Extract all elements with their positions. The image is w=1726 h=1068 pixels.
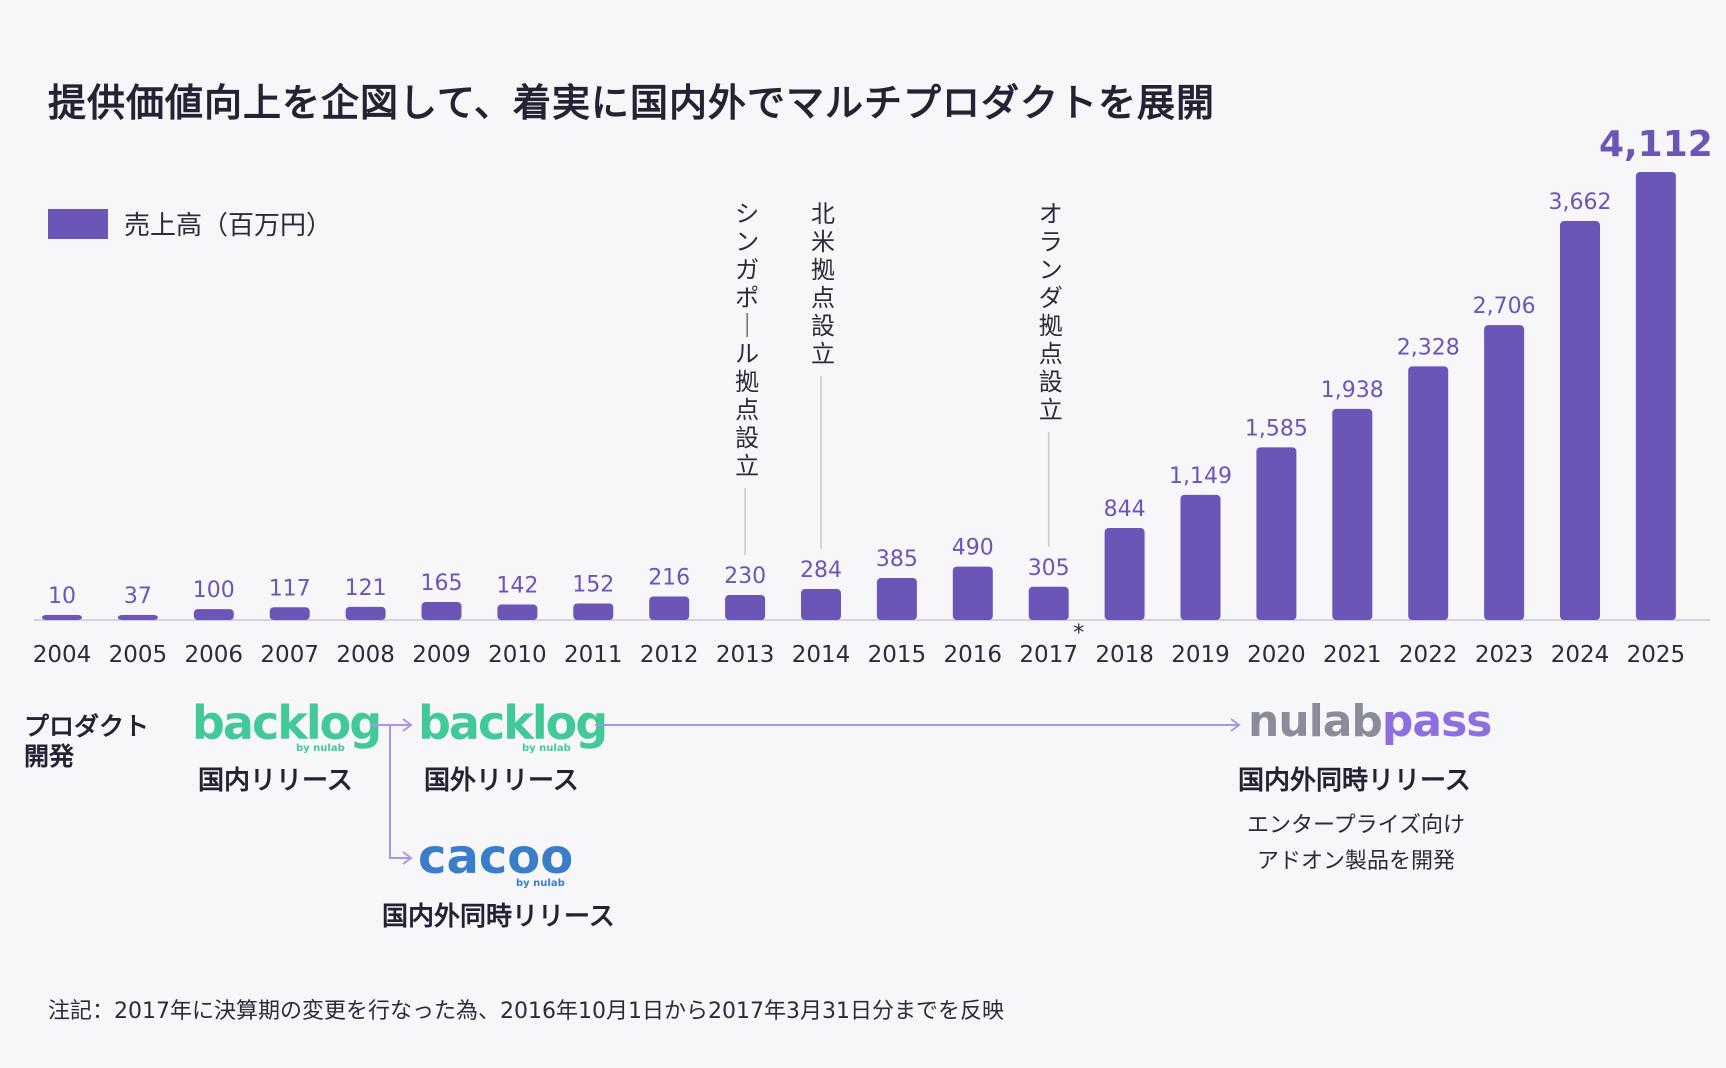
tick-label-2012: 2012 [640,642,699,668]
tick-label-2019: 2019 [1171,642,1230,668]
value-label-2024: 3,662 [1549,190,1612,215]
tick-label-2024: 2024 [1551,642,1610,668]
legend-swatch [48,208,108,239]
tick-label-2008: 2008 [336,642,395,668]
bar-2014 [801,589,841,620]
tick-label-2018: 2018 [1095,642,1154,668]
bar-2018 [1104,528,1145,620]
footnote: 注記：2017年に決算期の変更を行なった為、2016年10月1日から2017年3… [48,999,1004,1024]
tick-label-2014: 2014 [792,642,851,668]
arrowhead-cacoo [402,851,413,865]
tick-label-2023: 2023 [1475,642,1534,668]
bar-2013 [725,594,766,620]
value-label-2025: 4,112 [1599,124,1713,165]
tick-label-2006: 2006 [185,642,244,668]
value-label-2005: 37 [124,584,152,609]
cacoo-label: 国内外同時リリース [382,902,615,932]
value-label-2010: 142 [496,574,538,599]
arrowhead-nulabpass [1230,718,1241,732]
tick-label-2010: 2010 [488,642,547,668]
tick-label-2017: 2017 [1019,642,1078,668]
nulabpass-logo-part2: pass [1381,696,1493,747]
value-label-2006: 100 [193,578,235,603]
value-label-2008: 121 [345,576,387,601]
backlog-logo-domestic: backlog [192,696,382,750]
annotation-2013: シンガポ｜ル拠点設立 [735,200,759,480]
nulabpass-note: エンタープライズ向け アドオン製品を開発 [1226,808,1486,880]
page-title: 提供価値向上を企図して、着実に国内外でマルチプロダクトを展開 [48,81,1215,125]
value-label-2004: 10 [48,584,76,609]
bar-2010 [497,604,538,620]
value-label-2013: 230 [724,564,766,589]
tick-label-2011: 2011 [564,642,623,668]
bar-2009 [421,602,462,620]
bar-2025 [1635,172,1676,620]
nulabpass-logo: nulabpass [1248,700,1492,744]
legend: 売上高（百万円） [48,205,332,242]
nulabpass-logo-part1: nulab [1248,696,1383,747]
value-label-2021: 1,938 [1321,378,1384,403]
tick-label-2007: 2007 [260,642,319,668]
bar-2022 [1408,366,1449,620]
bar-2005 [117,615,158,620]
value-label-2007: 117 [269,576,311,601]
value-label-2015: 385 [876,547,918,572]
value-label-2014: 284 [800,558,842,583]
product-dev-heading: プロダクト開発 [24,712,154,772]
value-label-2020: 1,585 [1245,416,1308,441]
backlog-logo-overseas: backlog [418,696,608,750]
revenue-bar-chart: 10 2004 37 2005 100 2006 117 2007 121 2008 165 2009… [33,124,1713,668]
bar-2020 [1256,447,1297,620]
value-label-2016: 490 [952,536,994,561]
backlog-byline-domestic: by nulab [296,743,345,754]
bar-2011 [573,603,614,620]
backlog-overseas-label: 国外リリース [424,766,579,796]
annotation-2014: 北米拠点設立 [811,200,835,368]
bar-2023 [1484,325,1525,620]
bar-2017 [1028,586,1069,620]
value-label-2018: 844 [1104,497,1146,522]
asterisk-2017: * [1073,621,1084,646]
tick-label-2004: 2004 [33,642,92,668]
value-label-2012: 216 [648,565,690,590]
value-label-2009: 165 [421,571,463,596]
bar-2024 [1560,221,1600,621]
tick-label-2009: 2009 [412,642,471,668]
annotation-2017: オランダ拠点設立 [1039,200,1063,424]
tick-label-2025: 2025 [1627,642,1686,668]
tick-label-2016: 2016 [944,642,1003,668]
nulabpass-label: 国内外同時リリース [1238,766,1471,796]
bar-2004 [42,615,82,620]
tick-label-2013: 2013 [716,642,775,668]
arrowhead-overseas [402,718,413,732]
bar-2007 [269,607,310,620]
backlog-domestic-label: 国内リリース [198,766,353,796]
cacoo-logo: cacoo [418,829,574,885]
cacoo-byline: by nulab [516,878,565,889]
tick-label-2021: 2021 [1323,642,1382,668]
tick-label-2015: 2015 [868,642,927,668]
bar-2006 [193,609,234,620]
tick-label-2005: 2005 [109,642,168,668]
value-label-2023: 2,706 [1473,294,1536,319]
legend-label: 売上高（百万円） [124,211,333,241]
tick-label-2022: 2022 [1399,642,1458,668]
backlog-byline-overseas: by nulab [522,743,571,754]
bar-2008 [345,606,386,620]
value-label-2011: 152 [572,572,614,597]
value-label-2022: 2,328 [1397,335,1460,360]
product-dev-heading-text: プロダクト開発 [24,712,150,771]
value-label-2019: 1,149 [1169,464,1232,489]
bar-2019 [1180,494,1221,620]
bar-2015 [876,578,917,620]
bar-2016 [952,566,993,620]
nulabpass-note-line2: アドオン製品を開発 [1256,849,1455,874]
bar-2021 [1332,408,1373,620]
value-label-2017: 305 [1028,556,1070,581]
tick-label-2020: 2020 [1247,642,1306,668]
arrow-backlog-to-cacoo [389,725,410,859]
bar-2012 [649,596,690,620]
nulabpass-note-line1: エンタープライズ向け [1246,813,1466,838]
